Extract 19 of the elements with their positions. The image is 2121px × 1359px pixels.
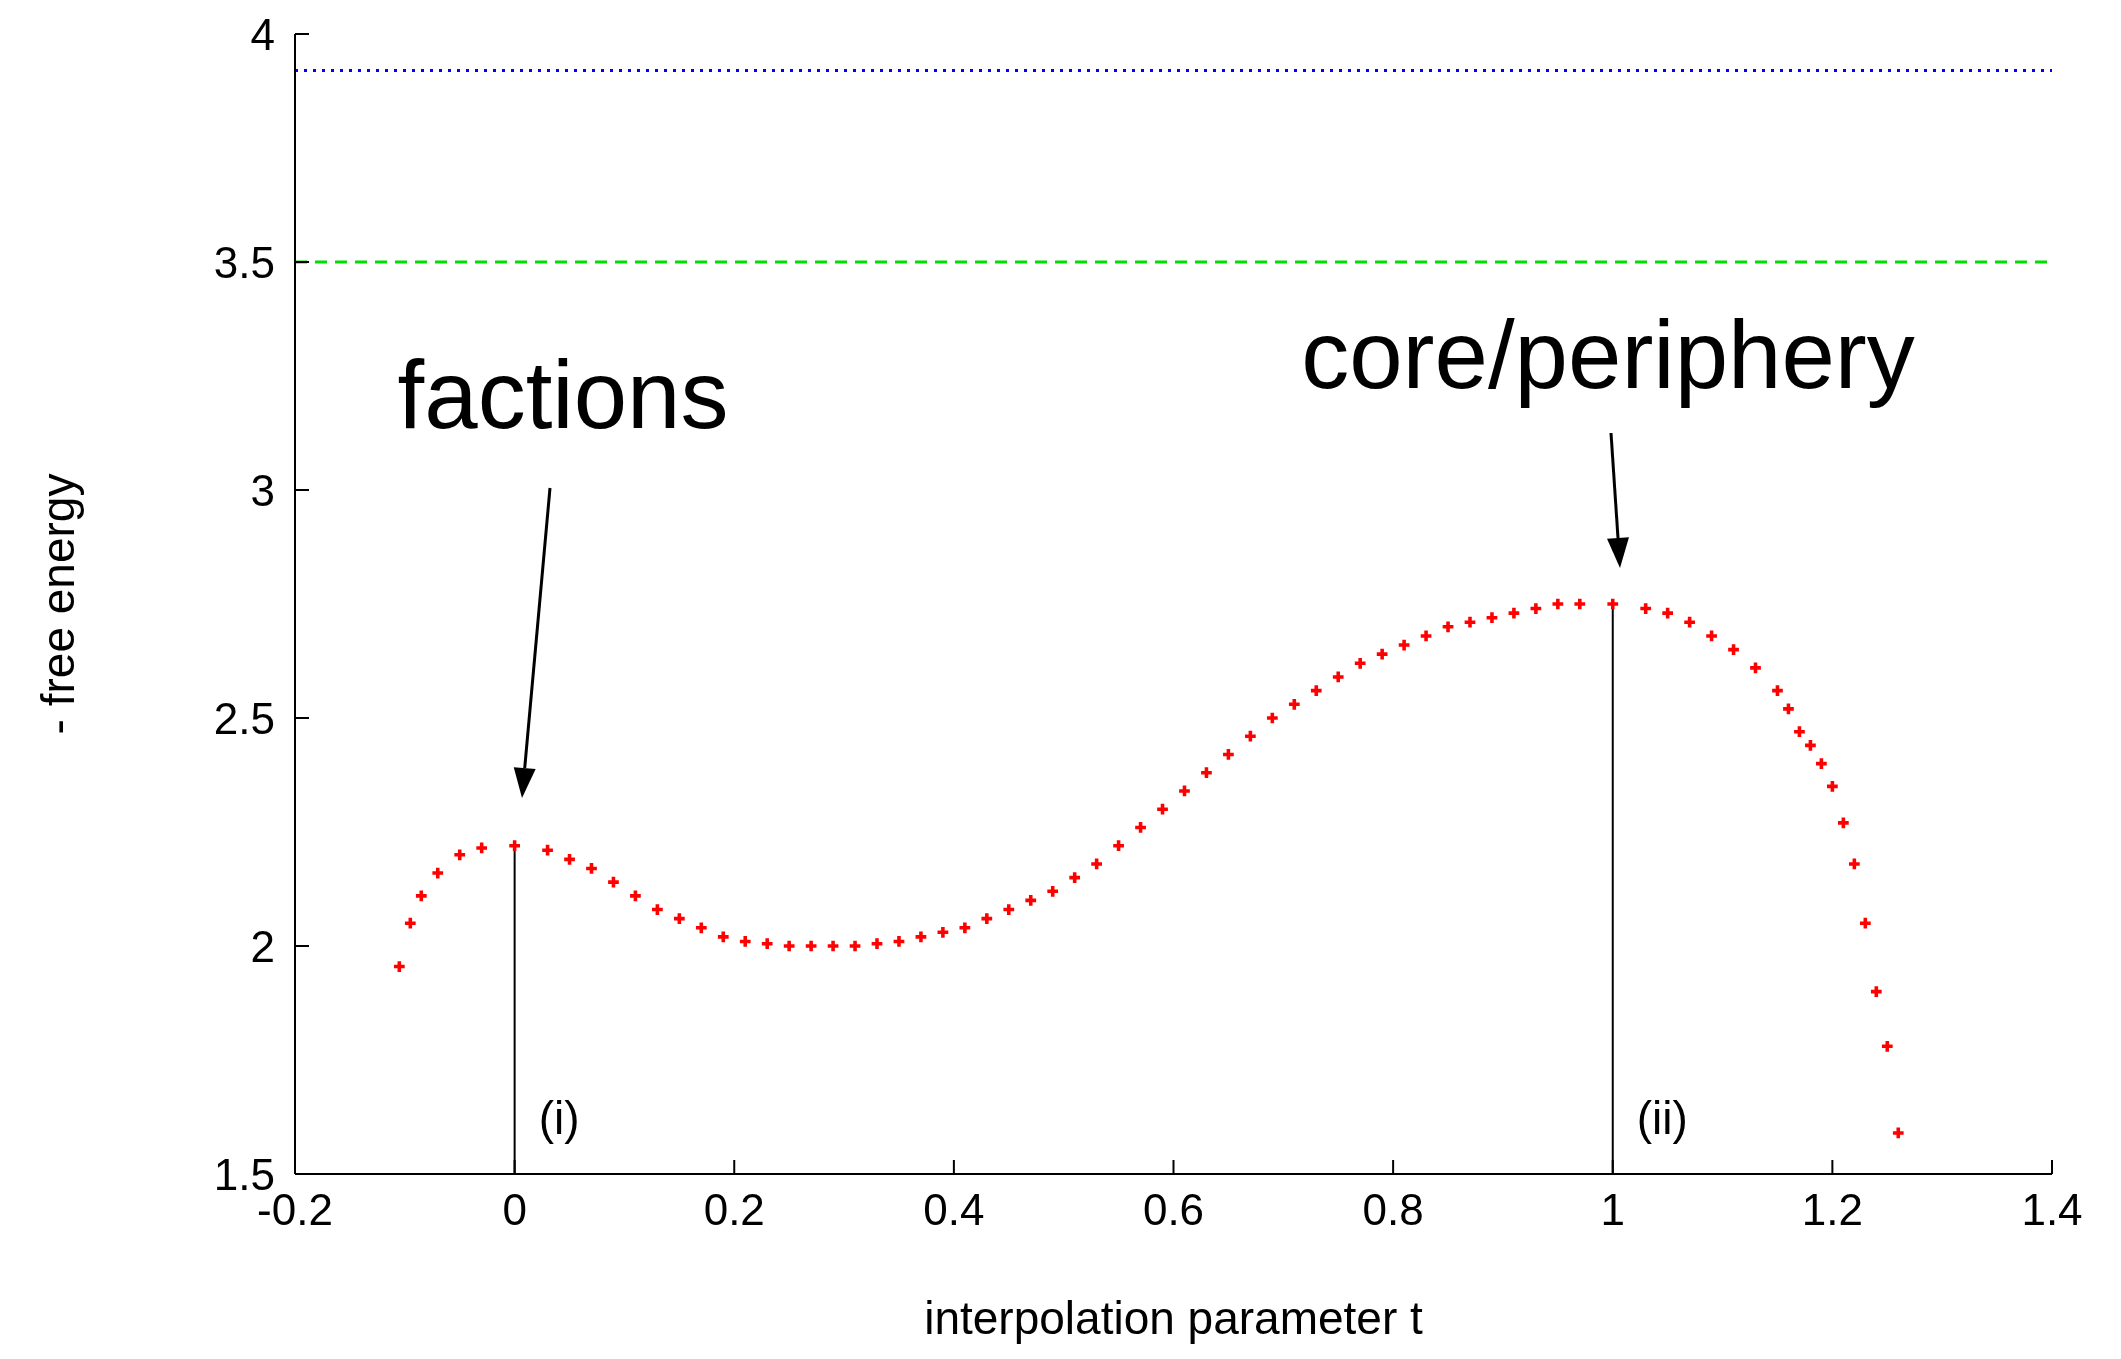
y-tick-label: 4: [250, 9, 275, 59]
x-axis-title: interpolation parameter t: [924, 1292, 1424, 1344]
x-tick-label: 0.8: [1362, 1185, 1424, 1235]
x-tick-label: 1.4: [2021, 1185, 2083, 1235]
x-tick-label: 0.4: [923, 1185, 985, 1235]
x-tick-label: 1: [1600, 1185, 1625, 1235]
y-axis-title: - free energy: [32, 473, 85, 735]
ref-line-label: (i): [538, 1092, 580, 1144]
ref-line-label: (ii): [1636, 1092, 1688, 1144]
x-tick-label: 0.2: [703, 1185, 765, 1235]
y-tick-label: 2.5: [213, 693, 275, 743]
y-tick-label: 3: [250, 465, 275, 515]
annotation: factions: [397, 341, 729, 448]
annotation: core/periphery: [1301, 301, 1915, 408]
y-tick-label: 3.5: [213, 237, 275, 287]
y-tick-label: 2: [250, 921, 275, 971]
x-tick-label: 1.2: [1801, 1185, 1863, 1235]
x-tick-label: 0.6: [1142, 1185, 1205, 1235]
x-tick-label: 0: [502, 1185, 527, 1235]
